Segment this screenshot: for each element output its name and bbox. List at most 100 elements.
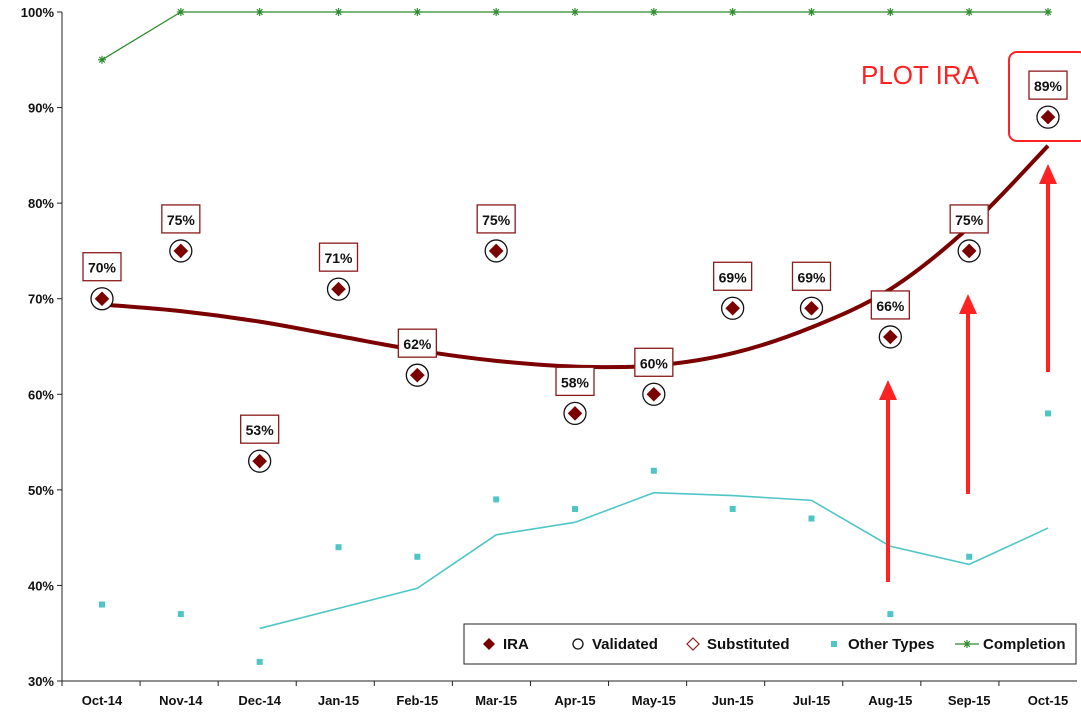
star-stroke — [335, 8, 342, 16]
highlight-box — [1008, 51, 1081, 142]
other-types-point — [335, 544, 342, 551]
annotation-arrow — [879, 380, 897, 582]
x-tick-label: Aug-15 — [868, 693, 912, 708]
y-tick-label: 30% — [28, 674, 54, 689]
star-stroke — [965, 8, 973, 16]
data-label-text: 75% — [167, 212, 196, 228]
x-tick-label: Oct-15 — [1028, 693, 1068, 708]
ira-point — [645, 385, 663, 403]
legend-item-ira: IRA — [483, 636, 529, 653]
data-label-box — [318, 242, 359, 272]
x-tick-label: Apr-15 — [554, 693, 595, 708]
arrow-head — [959, 294, 977, 314]
data-label-box — [82, 252, 122, 282]
other-types-point — [414, 553, 421, 560]
legend-item-other-types: Other Types — [831, 636, 934, 653]
x-tick-label: Feb-15 — [396, 693, 438, 708]
star-stroke — [808, 8, 815, 16]
data-label-text: 89% — [1034, 78, 1063, 94]
axes: 30% 40% 50% 60% 70% 80% 90% 100% Oct-14 Nov-14 Dec… — [21, 5, 1077, 708]
annotation-plot-ira: PLOT IRA — [861, 60, 980, 90]
data-labels: 70% 75% 53% 71% 62% 75% 58% 60% 69% 69% 66% 75% 89% — [82, 70, 1068, 444]
x-tick-label: Mar-15 — [475, 693, 517, 708]
completion-line — [101, 11, 1048, 61]
arrow-head — [879, 380, 897, 400]
x-tick-label: Jun-15 — [712, 693, 754, 708]
other-types-point — [1045, 410, 1051, 417]
y-tick-label: 40% — [28, 578, 54, 593]
data-label-text: 60% — [640, 355, 669, 371]
completion-point — [1044, 8, 1052, 16]
data-label-box — [240, 414, 280, 444]
x-tick-label: Jul-15 — [793, 693, 831, 708]
data-label: 58% — [555, 366, 595, 397]
other-types-point — [729, 505, 736, 512]
series-layer — [90, 8, 1060, 665]
data-label-text: 62% — [403, 336, 432, 352]
other-types-point — [966, 553, 973, 560]
legend-item-completion: Completion — [955, 636, 1066, 653]
completion-point — [571, 8, 579, 16]
other-types-point — [808, 515, 815, 522]
annotation-arrow — [959, 294, 977, 494]
completion-point — [807, 8, 816, 16]
star-stroke — [492, 8, 500, 16]
y-tick-label: 50% — [28, 483, 54, 498]
other-types-point — [650, 467, 657, 474]
ira-point — [408, 366, 427, 384]
x-tick-label: May-15 — [632, 693, 676, 708]
completion-point — [98, 55, 106, 64]
ira-point — [329, 280, 348, 298]
legend-label: Substituted — [707, 636, 790, 653]
ira-point — [1039, 108, 1057, 126]
data-label: 66% — [870, 290, 910, 320]
ira-point — [723, 299, 742, 317]
y-tick-label: 60% — [28, 387, 54, 402]
other-types-point — [177, 611, 184, 618]
data-label-box — [870, 290, 910, 320]
other-types-point — [493, 496, 500, 503]
data-label-text: 69% — [797, 269, 826, 285]
completion-point — [176, 8, 185, 16]
ira-point — [487, 242, 505, 260]
data-label-text: 53% — [246, 422, 275, 438]
arrow-head — [1039, 164, 1057, 184]
data-label: 69% — [713, 261, 753, 291]
legend-marker — [963, 640, 971, 648]
star-stroke — [414, 8, 421, 16]
x-tick-label: Dec-14 — [238, 693, 281, 708]
completion-point — [965, 8, 974, 16]
y-tick-label: 90% — [28, 101, 54, 116]
annotations: PLOT IRA — [861, 51, 1081, 582]
ira-point — [250, 452, 269, 470]
y-tick-label: 70% — [28, 292, 54, 307]
annotation-arrow — [1039, 164, 1057, 372]
data-label-text: 75% — [955, 212, 984, 228]
data-label-box — [161, 204, 201, 234]
legend-marker — [831, 641, 837, 647]
data-label: 62% — [397, 328, 437, 358]
star-stroke — [177, 8, 185, 16]
ira-trendline — [101, 144, 1050, 370]
star-stroke — [1044, 8, 1052, 16]
star-stroke — [963, 640, 971, 648]
ira-point — [960, 242, 978, 260]
legend-item-substituted: Substituted — [686, 636, 790, 653]
other-types-point — [887, 611, 894, 618]
y-tick-label: 100% — [21, 5, 55, 20]
x-tick-label: Sep-15 — [948, 693, 991, 708]
data-label-text: 71% — [324, 250, 353, 266]
completion-point — [334, 8, 343, 16]
other-types-point — [256, 658, 263, 665]
legend-label: IRA — [503, 636, 529, 653]
data-label: 71% — [318, 242, 359, 272]
star-stroke — [887, 8, 894, 16]
legend-label: Completion — [983, 636, 1066, 653]
completion-point — [728, 8, 737, 16]
ira-point — [93, 290, 111, 308]
x-tick-label: Oct-14 — [82, 693, 123, 708]
data-label-box — [555, 366, 595, 397]
data-label: 75% — [161, 204, 201, 234]
ira-point — [566, 404, 584, 423]
data-label-text: 66% — [876, 298, 905, 314]
